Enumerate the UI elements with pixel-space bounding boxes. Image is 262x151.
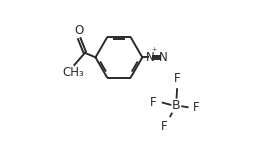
Text: O: O <box>74 24 84 37</box>
Text: F: F <box>193 101 199 114</box>
Text: F: F <box>150 96 157 109</box>
Text: ⁺: ⁺ <box>152 47 157 57</box>
Text: F: F <box>161 120 167 133</box>
Text: CH₃: CH₃ <box>62 66 84 79</box>
Text: N: N <box>159 51 168 64</box>
Text: F: F <box>174 72 180 85</box>
Text: B: B <box>172 99 181 112</box>
Text: N: N <box>146 51 155 64</box>
